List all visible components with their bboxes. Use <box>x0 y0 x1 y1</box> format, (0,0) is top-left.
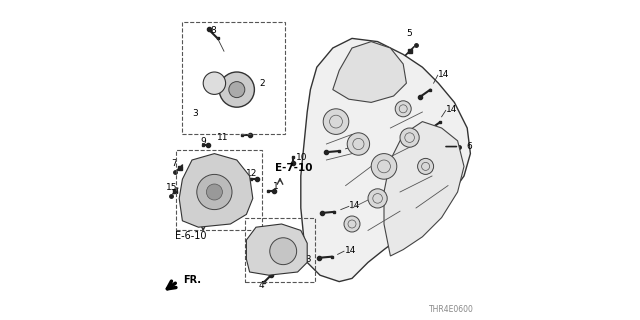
Circle shape <box>371 154 397 179</box>
Text: 9: 9 <box>201 137 206 146</box>
Text: 12: 12 <box>246 169 257 178</box>
Polygon shape <box>333 42 406 102</box>
Circle shape <box>219 72 255 107</box>
Text: 1: 1 <box>273 182 278 191</box>
Bar <box>176 150 262 230</box>
Text: FR.: FR. <box>184 275 202 285</box>
Circle shape <box>344 216 360 232</box>
Text: 6: 6 <box>467 142 472 151</box>
Text: 11: 11 <box>218 133 229 142</box>
Circle shape <box>229 82 245 98</box>
Text: 14: 14 <box>438 70 450 79</box>
Text: 10: 10 <box>296 153 307 162</box>
Circle shape <box>347 133 370 155</box>
Text: 5: 5 <box>407 29 412 38</box>
Text: THR4E0600: THR4E0600 <box>429 305 474 314</box>
Circle shape <box>417 158 434 174</box>
Circle shape <box>400 128 419 147</box>
Text: 15: 15 <box>166 183 177 192</box>
Circle shape <box>396 101 412 117</box>
Text: E-6-10: E-6-10 <box>175 231 206 241</box>
Text: 8: 8 <box>210 26 216 35</box>
Bar <box>182 22 285 134</box>
Text: E-7-10: E-7-10 <box>275 163 313 173</box>
Bar <box>245 218 315 282</box>
Text: 14: 14 <box>357 140 369 149</box>
Text: 4: 4 <box>259 281 264 290</box>
Circle shape <box>368 189 387 208</box>
Circle shape <box>270 238 297 265</box>
Polygon shape <box>246 224 307 275</box>
Text: 14: 14 <box>344 246 356 255</box>
Circle shape <box>204 72 226 94</box>
Text: 7: 7 <box>172 159 177 168</box>
Text: 14: 14 <box>349 201 361 210</box>
Text: 14: 14 <box>447 105 458 114</box>
Polygon shape <box>384 122 464 256</box>
Text: 3: 3 <box>192 109 198 118</box>
Circle shape <box>206 184 223 200</box>
Circle shape <box>197 174 232 210</box>
Circle shape <box>323 109 349 134</box>
Polygon shape <box>179 154 253 227</box>
Polygon shape <box>301 38 470 282</box>
Text: 13: 13 <box>301 255 312 264</box>
Text: 2: 2 <box>259 79 265 88</box>
